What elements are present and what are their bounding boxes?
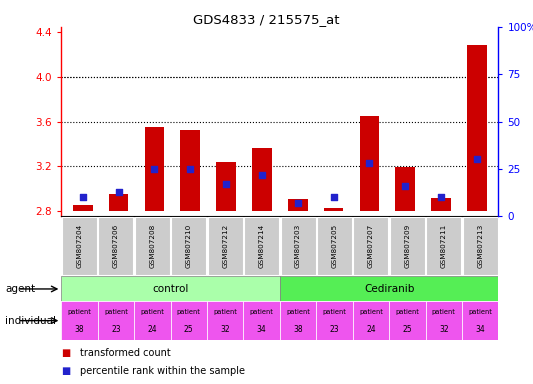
Text: ■: ■ [61,366,70,376]
Text: GSM807207: GSM807207 [368,224,374,268]
Text: GSM807211: GSM807211 [441,224,447,268]
FancyBboxPatch shape [244,217,279,275]
FancyBboxPatch shape [463,217,498,275]
Text: control: control [152,284,189,294]
FancyBboxPatch shape [99,217,133,275]
Bar [171,301,207,340]
Bar [425,301,462,340]
Point [257,172,266,178]
Text: patient: patient [177,309,201,315]
Text: 38: 38 [293,325,303,334]
Bar [216,162,236,211]
Text: patient: patient [468,309,492,315]
FancyBboxPatch shape [280,217,316,275]
Text: agent: agent [5,284,36,294]
Point [329,194,338,200]
Text: 24: 24 [148,325,157,334]
Text: 32: 32 [220,325,230,334]
Bar [244,301,280,340]
FancyBboxPatch shape [317,217,352,275]
Point [401,183,409,189]
Text: GSM807214: GSM807214 [259,224,264,268]
Text: ■: ■ [61,348,70,358]
Point [294,200,302,206]
Text: GSM807209: GSM807209 [405,224,410,268]
Bar [288,200,308,211]
Text: transformed count: transformed count [80,348,171,358]
Point [150,166,159,172]
Text: 32: 32 [439,325,449,334]
Text: individual: individual [5,316,56,326]
Text: 25: 25 [184,325,193,334]
Bar [207,301,244,340]
Bar [353,301,389,340]
Bar [61,301,98,340]
Text: percentile rank within the sample: percentile rank within the sample [80,366,245,376]
Text: GSM807208: GSM807208 [149,224,155,268]
Point [115,189,123,195]
Text: 24: 24 [366,325,376,334]
FancyBboxPatch shape [390,217,425,275]
FancyBboxPatch shape [62,217,97,275]
Text: patient: patient [104,309,128,315]
Text: GSM807213: GSM807213 [477,224,483,268]
Text: GSM807210: GSM807210 [186,224,192,268]
FancyBboxPatch shape [208,217,243,275]
Text: patient: patient [140,309,164,315]
Point [222,181,230,187]
Text: 25: 25 [402,325,412,334]
FancyBboxPatch shape [426,217,461,275]
Text: patient: patient [395,309,419,315]
Text: patient: patient [68,309,92,315]
Text: 34: 34 [257,325,266,334]
Text: GDS4833 / 215575_at: GDS4833 / 215575_at [193,13,340,26]
Text: GSM807206: GSM807206 [113,224,119,268]
Text: 23: 23 [329,325,340,334]
Bar [280,301,316,340]
Text: 23: 23 [111,325,121,334]
Bar [360,116,379,211]
Bar [61,276,280,301]
Text: patient: patient [359,309,383,315]
Text: GSM807203: GSM807203 [295,224,301,268]
Text: 34: 34 [475,325,485,334]
Text: GSM807204: GSM807204 [77,224,83,268]
Text: 38: 38 [75,325,84,334]
Bar [73,205,93,211]
Bar [280,276,498,301]
Text: GSM807212: GSM807212 [222,224,228,268]
Bar [316,301,353,340]
Bar [431,199,451,211]
FancyBboxPatch shape [353,217,389,275]
Bar [109,194,128,211]
Point [365,160,374,166]
FancyBboxPatch shape [135,217,170,275]
Bar [395,167,415,211]
Text: patient: patient [213,309,237,315]
Bar [134,301,171,340]
Text: patient: patient [249,309,273,315]
Point [473,156,481,162]
Bar [467,45,487,211]
Bar [462,301,498,340]
Point [437,194,445,200]
Bar [252,148,272,211]
Point [186,166,195,172]
Bar [98,301,134,340]
Bar [144,127,164,211]
Text: GSM807205: GSM807205 [332,224,337,268]
Text: patient: patient [322,309,346,315]
Text: patient: patient [286,309,310,315]
Text: Cediranib: Cediranib [364,284,414,294]
Text: patient: patient [432,309,456,315]
Bar [180,131,200,211]
Point [78,194,87,200]
Bar [389,301,425,340]
Bar [324,209,343,211]
FancyBboxPatch shape [171,217,206,275]
